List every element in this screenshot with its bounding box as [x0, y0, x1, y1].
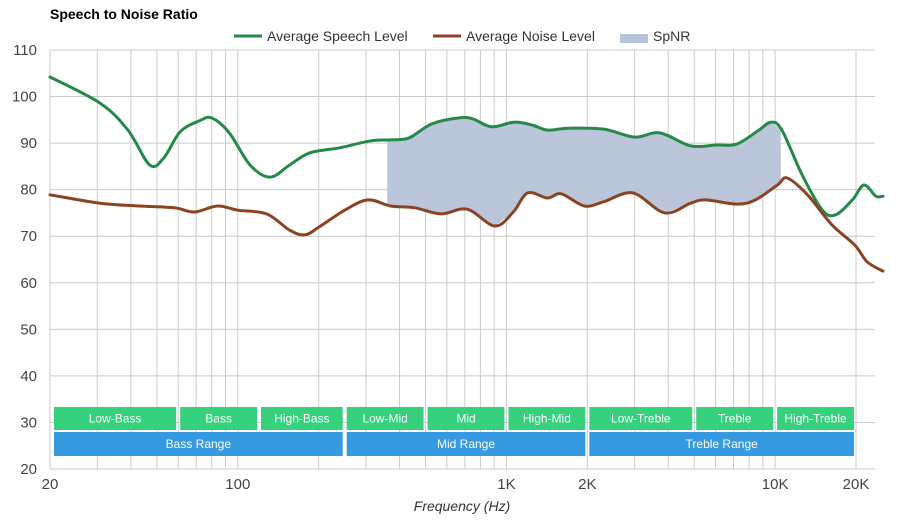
legend: Average Speech Level Average Noise Level…: [234, 28, 690, 44]
x-axis-ticks: 20 100 1K 2K 10K 20K: [42, 476, 870, 493]
band-label: Mid Range: [437, 437, 495, 451]
series-layer: [48, 75, 885, 273]
frequency-band: Treble: [696, 407, 774, 430]
x-tick-label: 20K: [843, 476, 870, 493]
y-tick-label: 70: [20, 228, 37, 245]
band-label: Bass Range: [166, 437, 232, 451]
spnr-area-layer: [387, 118, 781, 226]
band-label: Mid: [456, 412, 475, 426]
band-rect: [589, 432, 854, 456]
frequency-band: Low-Bass: [54, 407, 177, 430]
y-tick-label: 30: [20, 414, 37, 431]
range-band: Bass Range: [54, 432, 343, 456]
chart-title: Speech to Noise Ratio: [50, 6, 198, 22]
spnr-area: [387, 118, 781, 226]
legend-label-speech: Average Speech Level: [267, 28, 408, 44]
band-label: High-Treble: [784, 412, 847, 426]
range-band: Treble Range: [589, 432, 854, 456]
band-label: Treble Range: [686, 437, 759, 451]
legend-item-noise[interactable]: Average Noise Level: [433, 28, 595, 44]
band-rect: [508, 407, 586, 430]
speech-level-line: [48, 75, 885, 218]
band-label: High-Mid: [523, 412, 571, 426]
band-label: Bass: [205, 412, 232, 426]
legend-item-speech[interactable]: Average Speech Level: [234, 28, 408, 44]
x-axis-title: Frequency (Hz): [414, 498, 510, 514]
legend-label-noise: Average Noise Level: [466, 28, 595, 44]
band-rect: [54, 432, 343, 456]
y-tick-label: 110: [13, 42, 37, 59]
x-tick-label: 100: [225, 476, 250, 493]
band-label: Low-Treble: [611, 412, 671, 426]
y-tick-label: 40: [20, 368, 37, 385]
frequency-band: Bass: [180, 407, 258, 430]
y-tick-label: 60: [20, 275, 37, 292]
band-rect: [54, 407, 177, 430]
y-axis-ticks: 20 30 40 50 60 70 80 90 100 110: [12, 42, 37, 478]
band-rect: [777, 407, 854, 430]
band-label: High-Bass: [274, 412, 329, 426]
band-rect: [180, 407, 258, 430]
y-tick-label: 90: [20, 135, 37, 152]
band-label: Treble: [718, 412, 752, 426]
grid: [49, 49, 875, 470]
band-label: Low-Bass: [89, 412, 142, 426]
frequency-band: High-Mid: [508, 407, 586, 430]
frequency-band: Mid: [427, 407, 505, 430]
y-tick-label: 50: [20, 321, 37, 338]
x-tick-label: 1K: [497, 476, 515, 493]
y-tick-label: 20: [20, 461, 37, 478]
band-rect: [346, 407, 424, 430]
y-tick-label: 100: [12, 89, 37, 106]
legend-swatch-spnr: [620, 34, 648, 43]
band-rect: [696, 407, 774, 430]
noise-level-line: [48, 176, 885, 273]
range-band: Mid Range: [346, 432, 586, 456]
frequency-band: High-Bass: [261, 407, 343, 430]
legend-item-spnr[interactable]: SpNR: [620, 28, 690, 44]
band-rect: [589, 407, 693, 430]
x-tick-label: 10K: [762, 476, 789, 493]
frequency-band: Low-Mid: [346, 407, 424, 430]
band-rect: [261, 407, 343, 430]
y-tick-label: 80: [20, 182, 37, 199]
x-tick-label: 2K: [578, 476, 596, 493]
legend-label-spnr: SpNR: [653, 28, 690, 44]
frequency-bands: Low-Bass Bass High-Bass Low-Mid Mid High-Mid L…: [54, 407, 854, 456]
band-rect: [427, 407, 505, 430]
band-rect: [346, 432, 586, 456]
band-label: Low-Mid: [362, 412, 407, 426]
frequency-band: High-Treble: [777, 407, 854, 430]
x-tick-label: 20: [42, 476, 59, 493]
frequency-band: Low-Treble: [589, 407, 693, 430]
